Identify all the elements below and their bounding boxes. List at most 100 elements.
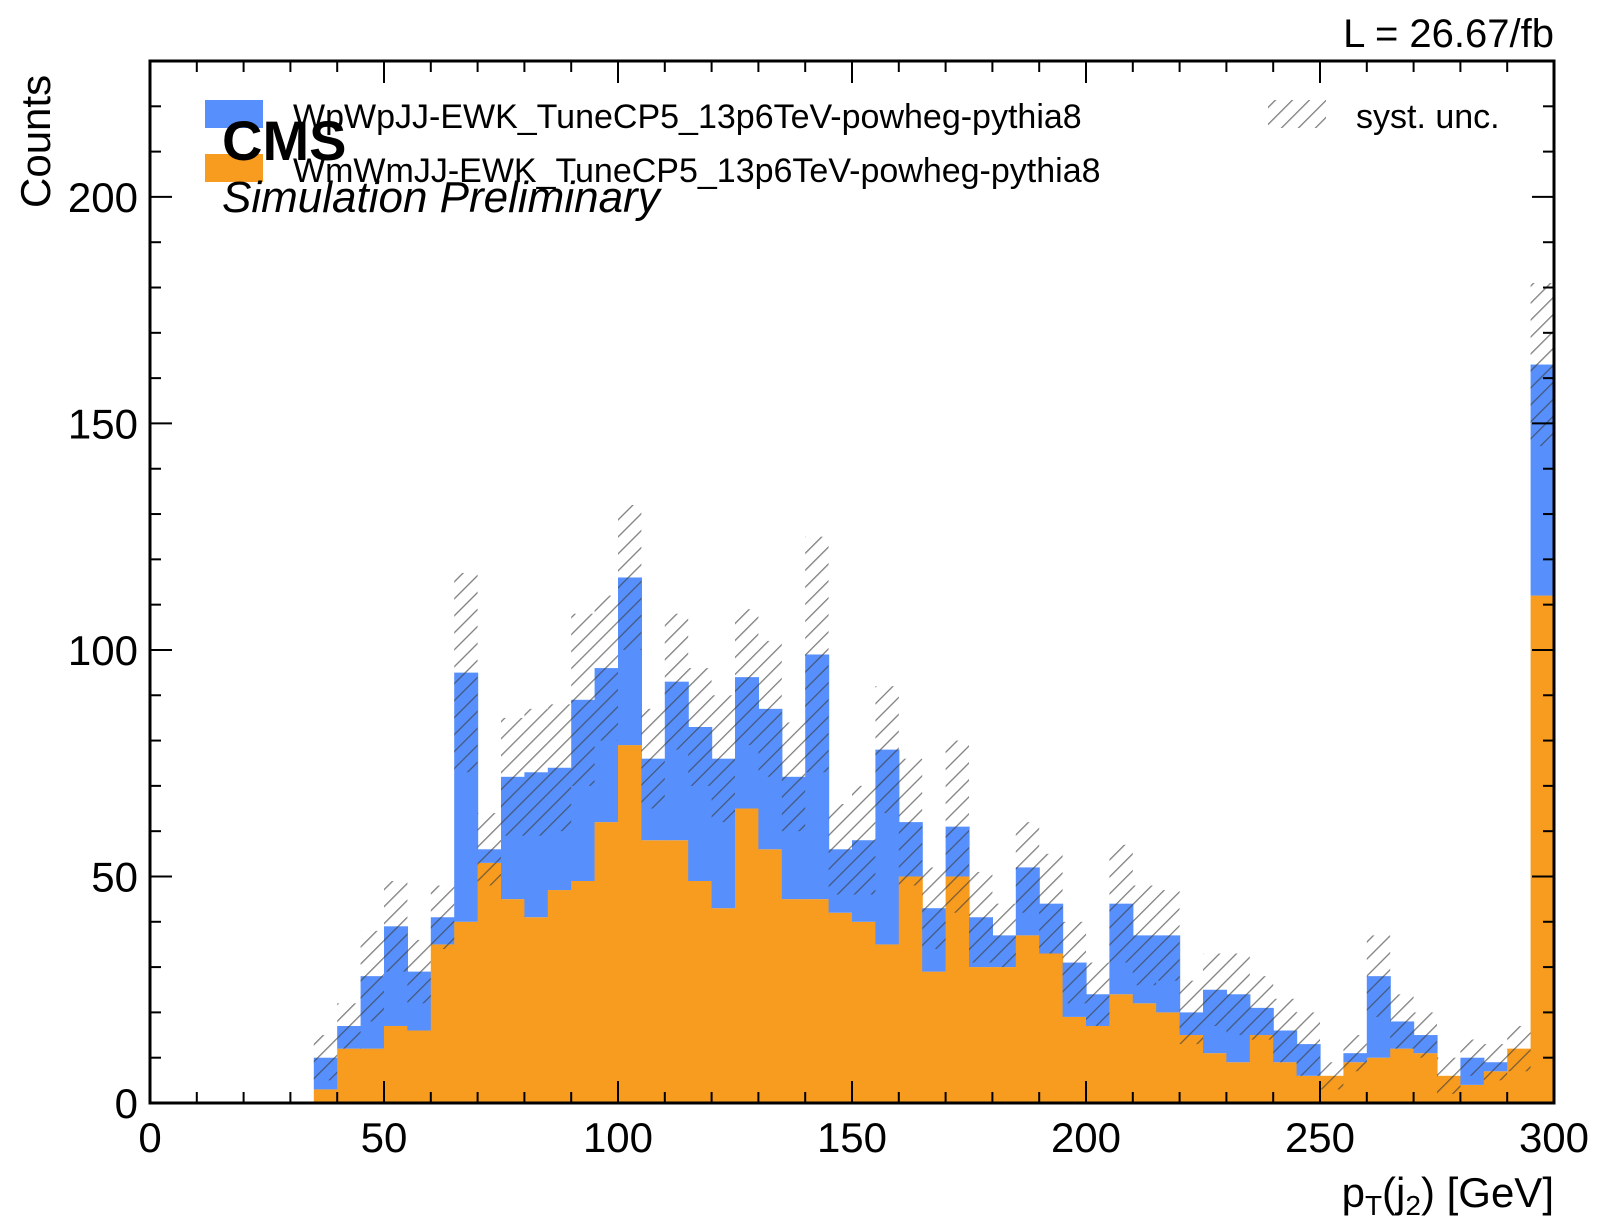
x-tick-label: 250 bbox=[1285, 1114, 1355, 1161]
x-tick-label: 100 bbox=[583, 1114, 653, 1161]
x-tick-label: 50 bbox=[361, 1114, 408, 1161]
syst-unc-band bbox=[805, 536, 829, 773]
syst-unc-band bbox=[1062, 921, 1086, 1004]
syst-unc-band bbox=[1320, 1062, 1344, 1090]
x-axis-label-sub1: T bbox=[1365, 1190, 1382, 1221]
syst-unc-band bbox=[1390, 994, 1414, 1049]
y-tick-label: 200 bbox=[68, 174, 138, 221]
x-tick-labels: 0 50 100 150 200 250 300 bbox=[138, 1114, 1589, 1161]
bar-wmwm bbox=[501, 899, 525, 1103]
syst-unc-band bbox=[1109, 844, 1133, 963]
uncertainty-bands bbox=[313, 282, 1554, 1094]
legend-label-wpwp: WpWpJJ-EWK_TuneCP5_13p6TeV-powheg-pythia… bbox=[293, 98, 1082, 136]
y-tick-label: 100 bbox=[68, 627, 138, 674]
syst-unc-band bbox=[1507, 1025, 1531, 1072]
syst-unc-band bbox=[945, 740, 969, 913]
syst-unc-band bbox=[922, 867, 946, 949]
y-tick-label: 50 bbox=[91, 853, 138, 900]
bar-wmwm bbox=[313, 1089, 338, 1103]
x-axis-label-sub2: 2 bbox=[1405, 1190, 1421, 1221]
bar-wmwm bbox=[641, 840, 666, 1103]
bar-wmwm bbox=[1015, 935, 1040, 1103]
bar-wmwm bbox=[828, 912, 853, 1103]
bar-wmwm bbox=[430, 944, 455, 1103]
x-axis-label-end: ) [GeV] bbox=[1421, 1169, 1554, 1216]
bar-wmwm bbox=[547, 890, 572, 1103]
bar-wmwm bbox=[1039, 953, 1064, 1103]
syst-unc-band bbox=[781, 722, 806, 832]
syst-unc-band bbox=[1039, 853, 1063, 954]
bar-wmwm bbox=[1366, 1057, 1391, 1103]
syst-unc-band bbox=[1203, 953, 1227, 1026]
syst-unc-band bbox=[618, 504, 642, 650]
syst-unc-band bbox=[992, 903, 1016, 968]
syst-unc-band bbox=[1086, 962, 1110, 1026]
syst-unc-band bbox=[337, 1003, 361, 1049]
syst-unc-band bbox=[524, 708, 548, 836]
cms-label: CMS bbox=[222, 109, 346, 172]
bar-wmwm bbox=[1109, 994, 1134, 1103]
syst-unc-band bbox=[898, 758, 923, 886]
bar-wmwm bbox=[969, 967, 993, 1103]
bar-wmwm bbox=[852, 921, 876, 1103]
bar-wmwm bbox=[781, 899, 806, 1103]
syst-unc-band bbox=[664, 613, 689, 750]
bar-wmwm bbox=[360, 1048, 385, 1103]
x-tick-label: 300 bbox=[1519, 1114, 1589, 1161]
syst-unc-band bbox=[430, 885, 455, 949]
bar-wmwm bbox=[875, 944, 900, 1103]
bar-wmwm bbox=[1226, 1062, 1251, 1103]
syst-unc-band bbox=[571, 613, 595, 786]
bar-wmwm bbox=[1530, 595, 1554, 1103]
bar-wmwm bbox=[618, 745, 642, 1103]
bar-wmwm bbox=[1413, 1053, 1438, 1103]
bar-wmwm bbox=[337, 1048, 362, 1103]
syst-unc-band bbox=[407, 939, 431, 1004]
syst-unc-band bbox=[501, 717, 525, 836]
syst-unc-band bbox=[641, 708, 665, 809]
syst-unc-band bbox=[360, 930, 384, 1022]
bar-wmwm bbox=[664, 840, 689, 1103]
bar-wmwm bbox=[805, 899, 830, 1103]
bar-wmwm bbox=[454, 921, 479, 1103]
syst-unc-band bbox=[735, 609, 759, 746]
syst-unc-band bbox=[1132, 885, 1157, 986]
legend-swatch-wpwp bbox=[205, 100, 263, 128]
bar-wmwm bbox=[758, 849, 783, 1103]
x-axis-label-main: p bbox=[1342, 1169, 1365, 1216]
syst-unc-band bbox=[688, 668, 712, 786]
y-tick-label: 150 bbox=[68, 400, 138, 447]
syst-unc-band bbox=[1413, 1012, 1437, 1058]
syst-unc-band bbox=[384, 881, 408, 972]
syst-unc-band bbox=[594, 595, 618, 741]
bar-wmwm bbox=[407, 1030, 432, 1103]
syst-unc-band bbox=[828, 803, 852, 895]
syst-unc-band bbox=[1483, 1044, 1508, 1081]
legend-label-syst: syst. unc. bbox=[1356, 98, 1500, 136]
legend-swatch-syst bbox=[1268, 100, 1326, 128]
x-tick-label: 0 bbox=[138, 1114, 161, 1161]
bar-wmwm bbox=[735, 808, 759, 1103]
x-tick-label: 200 bbox=[1051, 1114, 1121, 1161]
syst-unc-band bbox=[1015, 822, 1040, 913]
syst-unc-band bbox=[477, 813, 501, 886]
bar-wmwm bbox=[1179, 1035, 1204, 1103]
bar-wmwm bbox=[992, 967, 1017, 1103]
syst-unc-band bbox=[1437, 1057, 1461, 1094]
bar-wmwm bbox=[477, 862, 502, 1103]
bar-wmwm bbox=[1460, 1084, 1485, 1103]
x-tick-label: 150 bbox=[817, 1114, 887, 1161]
syst-unc-band bbox=[1179, 980, 1203, 1045]
syst-unc-band bbox=[711, 695, 735, 823]
syst-unc-band bbox=[1343, 1035, 1367, 1072]
y-tick-label: 0 bbox=[115, 1080, 138, 1127]
bar-wmwm bbox=[711, 908, 736, 1103]
bar-wmwm bbox=[1390, 1048, 1415, 1103]
bar-wmwm bbox=[1086, 1025, 1110, 1103]
bar-wmwm bbox=[898, 876, 923, 1103]
legend: WpWpJJ-EWK_TuneCP5_13p6TeV-powheg-pythia… bbox=[205, 98, 1500, 190]
syst-unc-band bbox=[852, 785, 876, 895]
bar-wmwm bbox=[1156, 1012, 1181, 1103]
bar-wmwm bbox=[922, 971, 947, 1103]
